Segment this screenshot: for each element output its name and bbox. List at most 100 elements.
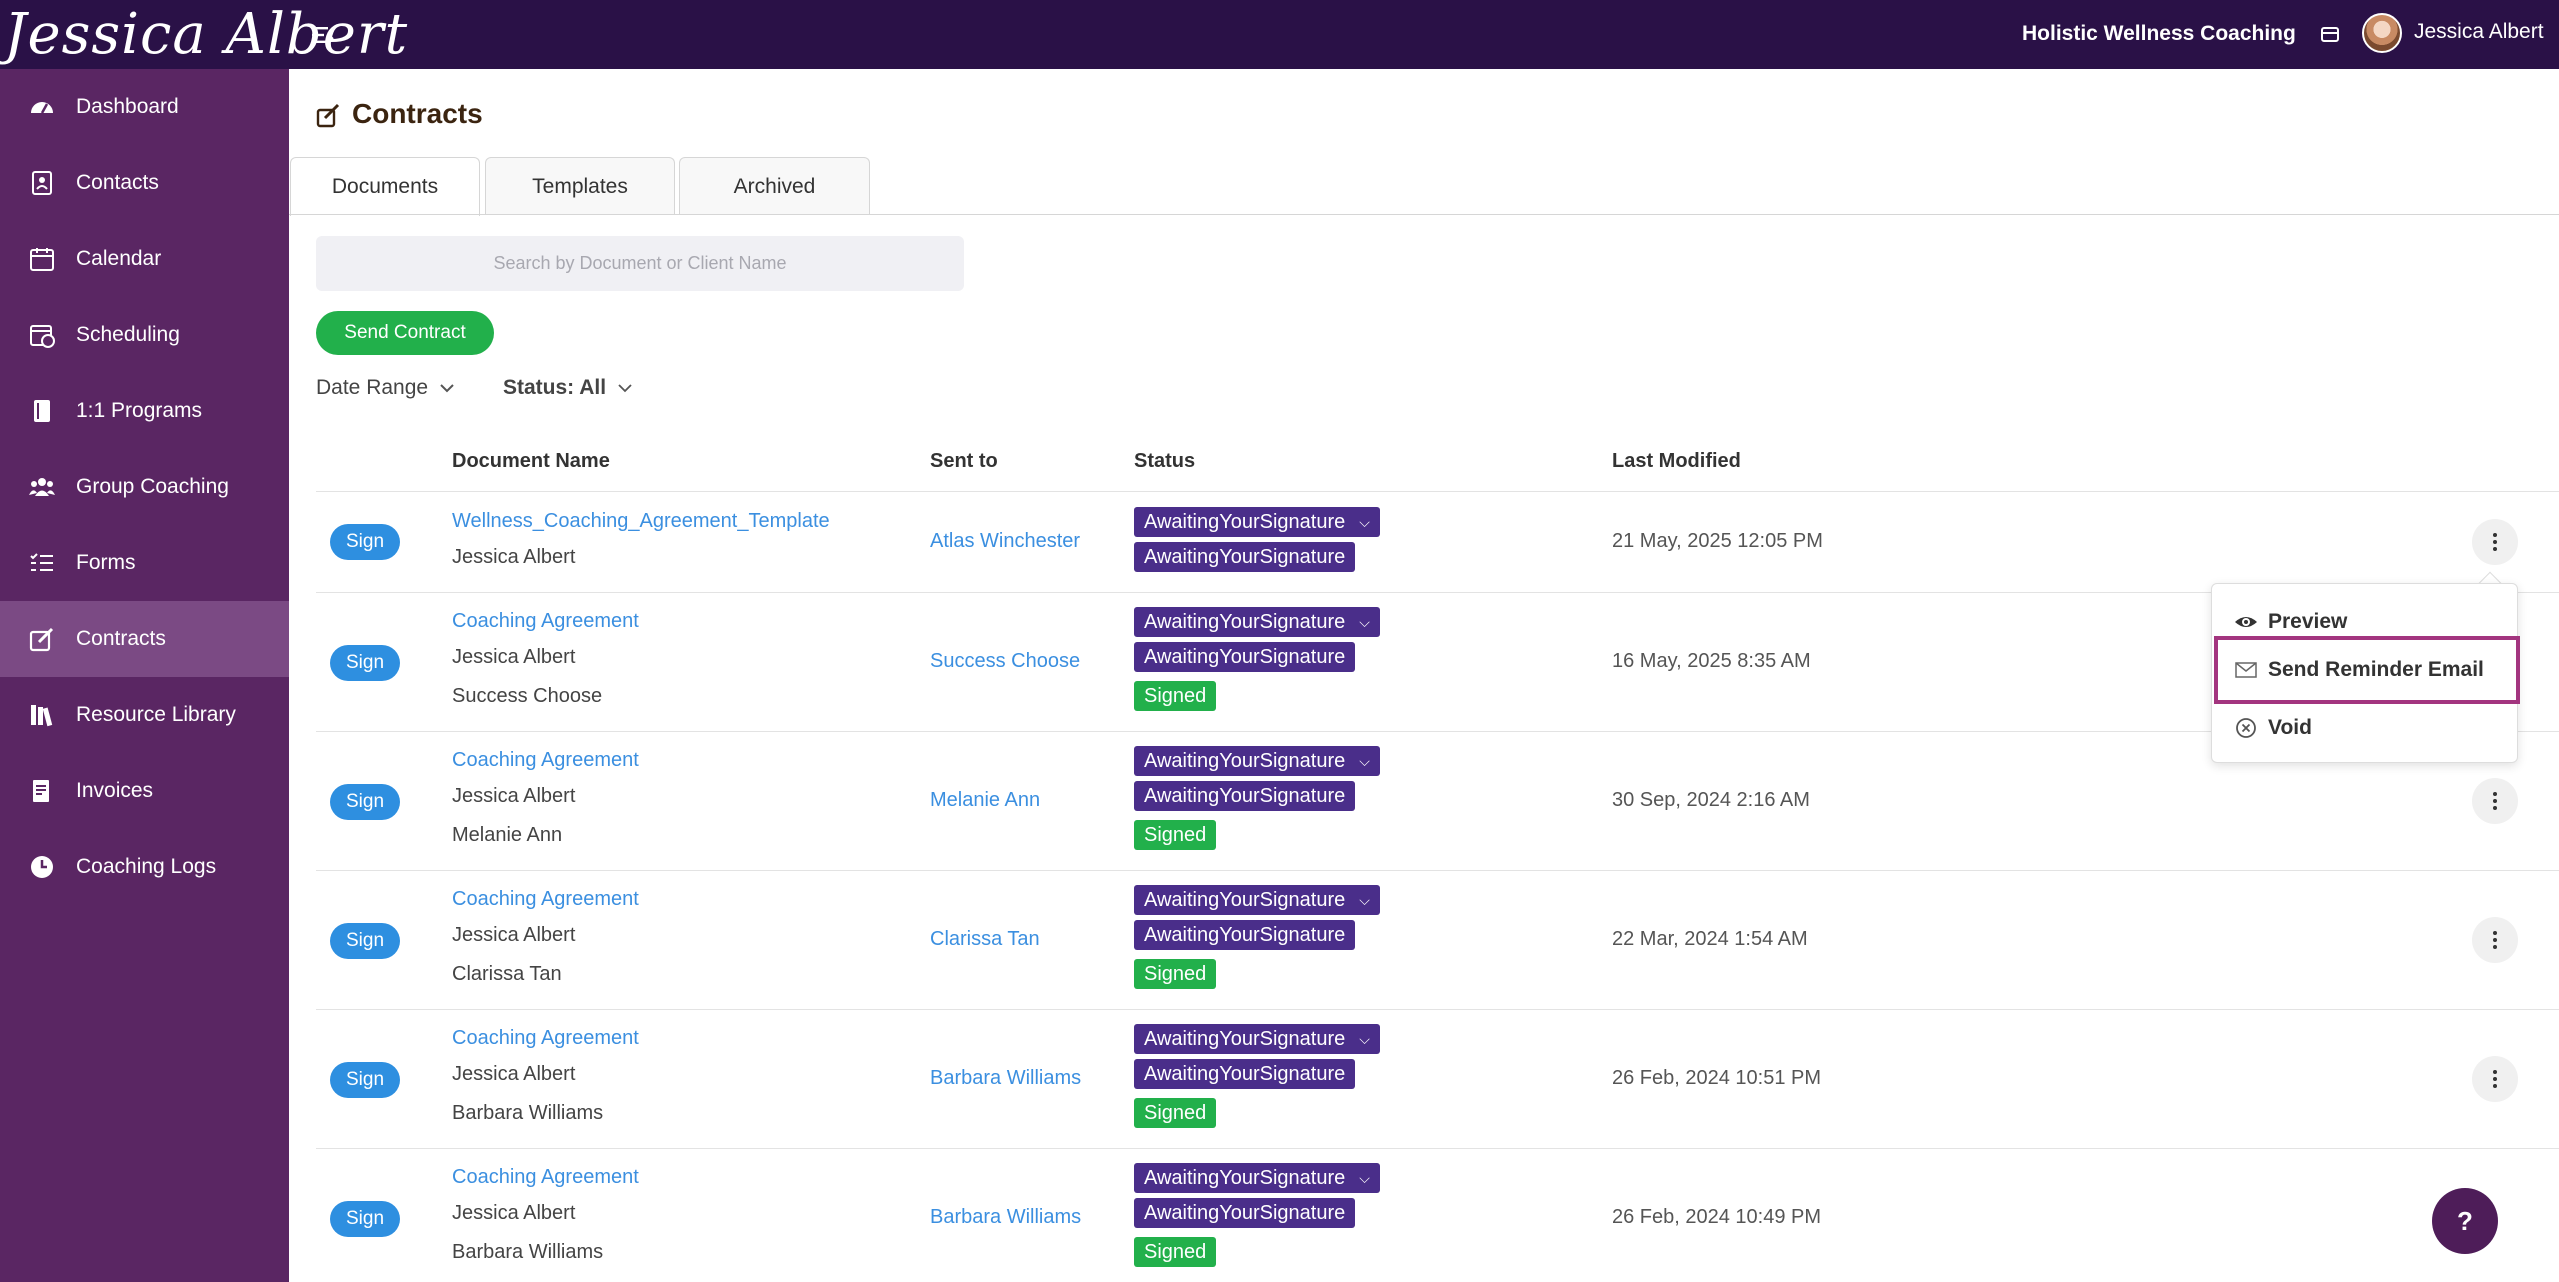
recipient-link[interactable]: Melanie Ann <box>930 789 1041 811</box>
sidebar-item-contacts[interactable]: Contacts <box>0 145 289 221</box>
recipient-link[interactable]: Barbara Williams <box>930 1067 1082 1089</box>
status-badge-label: AwaitingYourSignature <box>1144 1166 1346 1189</box>
status-badge[interactable]: AwaitingYourSignature ⌵ <box>1134 746 1380 776</box>
more-actions-button[interactable] <box>2472 778 2518 824</box>
sidebar-item-group-coaching[interactable]: Group Coaching <box>0 449 289 525</box>
brand-logo[interactable]: Jessica Albert <box>4 2 409 67</box>
status-badge[interactable]: AwaitingYourSignature ⌵ <box>1134 1024 1380 1054</box>
column-header-document: Document Name <box>452 450 610 472</box>
date-range-filter[interactable]: Date Range <box>316 376 456 400</box>
avatar[interactable] <box>2362 13 2402 53</box>
eye-icon <box>2235 617 2257 627</box>
sign-button[interactable]: Sign <box>330 784 400 820</box>
last-modified: 21 May, 2025 12:05 PM <box>1612 530 1823 552</box>
column-header-modified: Last Modified <box>1612 450 1741 472</box>
help-button[interactable]: ? <box>2432 1188 2498 1254</box>
document-link[interactable]: Coaching Agreement <box>452 1166 639 1188</box>
sidebar-item-label: Contracts <box>76 627 166 650</box>
sidebar-item-label: Group Coaching <box>76 475 229 498</box>
menu-toggle-icon[interactable] <box>310 22 336 48</box>
recipient-link[interactable]: Atlas Winchester <box>930 530 1081 552</box>
sidebar-item-forms[interactable]: Forms <box>0 525 289 601</box>
kebab-icon <box>2493 533 2497 551</box>
document-link[interactable]: Coaching Agreement <box>452 1027 639 1049</box>
document-link[interactable]: Coaching Agreement <box>452 610 639 632</box>
sign-button[interactable]: Sign <box>330 1201 400 1237</box>
sign-button[interactable]: Sign <box>330 524 400 560</box>
more-actions-button[interactable] <box>2472 917 2518 963</box>
last-modified: 22 Mar, 2024 1:54 AM <box>1612 928 1808 950</box>
status-badge-label: AwaitingYourSignature <box>1144 888 1346 911</box>
recipient-link[interactable]: Clarissa Tan <box>930 928 1040 950</box>
signer-name: Jessica Albert <box>452 646 576 668</box>
invoice-icon <box>33 780 49 802</box>
signer-name: Barbara Williams <box>452 1102 604 1124</box>
menu-item-label: Preview <box>2268 610 2348 633</box>
library-icon <box>31 705 53 727</box>
status-badge-label: AwaitingYourSignature <box>1144 610 1346 633</box>
more-actions-button[interactable] <box>2472 1056 2518 1102</box>
sidebar-item-invoices[interactable]: Invoices <box>0 753 289 829</box>
kebab-icon <box>2493 931 2497 949</box>
send-contract-button[interactable]: Send Contract <box>316 311 494 355</box>
sidebar-item-resource-library[interactable]: Resource Library <box>0 677 289 753</box>
kebab-icon <box>2493 1070 2497 1088</box>
menu-item-void[interactable]: Void <box>2212 703 2517 753</box>
book-icon <box>34 400 50 422</box>
more-actions-button[interactable] <box>2472 519 2518 565</box>
last-modified: 26 Feb, 2024 10:51 PM <box>1612 1067 1822 1089</box>
sidebar-item-label: Contacts <box>76 171 159 194</box>
status-badge-label: AwaitingYourSignature <box>1144 510 1346 533</box>
sign-button[interactable]: Sign <box>330 1062 400 1098</box>
tab-documents[interactable]: Documents <box>290 157 480 216</box>
document-link[interactable]: Coaching Agreement <box>452 888 639 910</box>
document-link[interactable]: Wellness_Coaching_Agreement_Template <box>452 510 830 532</box>
tab-archived[interactable]: Archived <box>679 157 870 215</box>
menu-item-preview[interactable]: Preview <box>2212 597 2517 647</box>
chevron-down-icon: ⌵ <box>1359 1169 1370 1186</box>
recipient-link[interactable]: Success Choose <box>930 650 1081 672</box>
chevron-down-icon: ⌵ <box>1359 613 1370 630</box>
user-name[interactable]: Jessica Albert <box>2414 20 2544 43</box>
menu-item-send-reminder[interactable]: Send Reminder Email <box>2214 636 2520 704</box>
sidebar-item-calendar[interactable]: Calendar <box>0 221 289 297</box>
last-modified: 30 Sep, 2024 2:16 AM <box>1612 789 1810 811</box>
status-filter-label: Status: All <box>503 376 607 399</box>
sidebar-item-label: Forms <box>76 551 136 574</box>
signer-name: Jessica Albert <box>452 1202 576 1224</box>
sidebar-item-programs[interactable]: 1:1 Programs <box>0 373 289 449</box>
dashboard-icon <box>31 102 53 114</box>
status-badge-signed: Signed <box>1134 1237 1217 1267</box>
document-link[interactable]: Coaching Agreement <box>452 749 639 771</box>
search-input[interactable] <box>316 236 964 291</box>
status-filter[interactable]: Status: All <box>503 376 634 400</box>
status-badge-label: AwaitingYourSignature <box>1144 1027 1346 1050</box>
sidebar-item-label: Dashboard <box>76 95 179 118</box>
status-badge-signed: Signed <box>1134 820 1217 850</box>
status-badge[interactable]: AwaitingYourSignature ⌵ <box>1134 507 1380 537</box>
switch-business-icon[interactable] <box>2320 24 2340 44</box>
sign-button[interactable]: Sign <box>330 645 400 681</box>
tab-templates[interactable]: Templates <box>485 157 675 215</box>
contract-icon <box>316 103 340 128</box>
business-name[interactable]: Holistic Wellness Coaching <box>2022 22 2296 45</box>
sidebar-item-coaching-logs[interactable]: Coaching Logs <box>0 829 289 905</box>
sign-button[interactable]: Sign <box>330 923 400 959</box>
envelope-icon <box>2235 662 2257 678</box>
row-divider <box>316 870 2559 871</box>
status-badge[interactable]: AwaitingYourSignature ⌵ <box>1134 607 1380 637</box>
row-divider <box>316 731 2559 732</box>
sidebar-item-contracts[interactable]: Contracts <box>0 601 289 677</box>
status-badge[interactable]: AwaitingYourSignature ⌵ <box>1134 1163 1380 1193</box>
status-badge: AwaitingYourSignature <box>1134 542 1356 572</box>
chevron-down-icon: ⌵ <box>1359 1030 1370 1047</box>
chevron-down-icon: ⌵ <box>1359 891 1370 908</box>
status-badge-label: AwaitingYourSignature <box>1144 749 1346 772</box>
sidebar-item-scheduling[interactable]: Scheduling <box>0 297 289 373</box>
row-divider <box>316 491 2559 492</box>
sidebar: Dashboard Contacts Calendar Scheduling 1… <box>0 69 289 1282</box>
recipient-link[interactable]: Barbara Williams <box>930 1206 1082 1228</box>
status-badge: AwaitingYourSignature <box>1134 920 1356 950</box>
sidebar-item-dashboard[interactable]: Dashboard <box>0 69 289 145</box>
status-badge[interactable]: AwaitingYourSignature ⌵ <box>1134 885 1380 915</box>
